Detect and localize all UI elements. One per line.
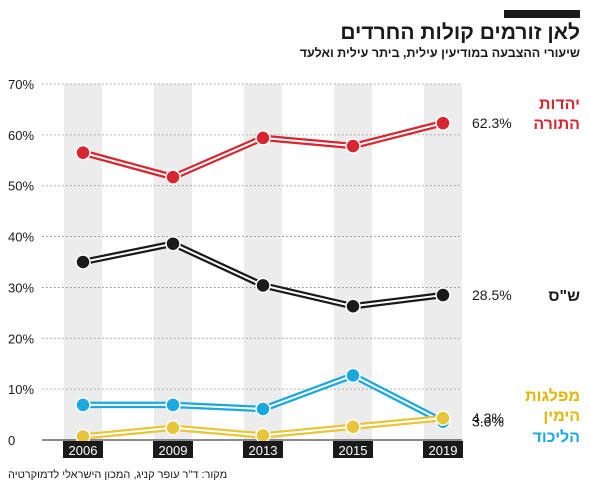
y-tick-label: 0	[8, 433, 15, 448]
y-tick-label: 50%	[8, 179, 34, 194]
x-tick-box	[243, 441, 283, 458]
legend-label-shas: ש"ס	[548, 288, 580, 305]
data-point	[165, 397, 181, 413]
data-point	[255, 401, 271, 417]
data-point	[75, 254, 91, 270]
y-tick-label: 30%	[8, 280, 34, 295]
x-tick-label: 2019	[429, 443, 458, 458]
data-point	[345, 298, 361, 314]
series-end-value: 62.3%	[472, 115, 512, 131]
data-point	[345, 367, 361, 384]
y-tick-label: 20%	[8, 331, 34, 346]
source-note: מקור: ד"ר עופר קניג, המכון הישראלי לדמוק…	[8, 469, 228, 481]
series-end-value: 28.5%	[472, 287, 512, 303]
data-point	[255, 130, 271, 146]
year-band	[334, 84, 372, 440]
series-end-value: 4.3%	[472, 410, 504, 426]
data-point	[75, 144, 91, 161]
x-tick-label: 2013	[249, 443, 278, 458]
data-point	[75, 397, 91, 413]
legend-label-right: מפלגות הימין	[525, 388, 580, 425]
legend-label-likud: הליכוד	[532, 429, 580, 446]
data-point	[165, 235, 181, 252]
series-end-value: 3.6%	[472, 414, 504, 430]
y-tick-label: 10%	[8, 382, 34, 397]
y-tick-label: 40%	[8, 230, 34, 245]
x-tick-box	[63, 441, 103, 458]
y-tick-label: 70%	[8, 77, 34, 92]
x-tick-label: 2015	[339, 443, 368, 458]
data-point	[255, 427, 271, 444]
x-tick-label: 2009	[159, 443, 188, 458]
year-band	[154, 84, 192, 440]
data-point	[255, 277, 271, 294]
x-tick-box	[333, 441, 373, 458]
chart-subtitle: שיעורי ההצבעה במודיעין עילית, ביתר עילית…	[299, 46, 580, 60]
data-point	[435, 115, 451, 131]
data-point	[165, 169, 181, 185]
x-tick-label: 2006	[69, 443, 98, 458]
data-point	[435, 410, 451, 426]
legend-label-utj: יהדות התורה	[533, 96, 580, 133]
data-point	[435, 287, 451, 303]
data-point	[165, 420, 181, 436]
x-tick-box	[423, 441, 463, 458]
chart-title: לאן זורמים קולות החרדים	[340, 21, 580, 44]
title-bar-accent	[504, 10, 580, 18]
y-tick-label: 60%	[8, 128, 34, 143]
year-band	[424, 84, 462, 440]
data-point	[345, 138, 361, 154]
x-tick-box	[153, 441, 193, 458]
data-point	[345, 419, 361, 435]
